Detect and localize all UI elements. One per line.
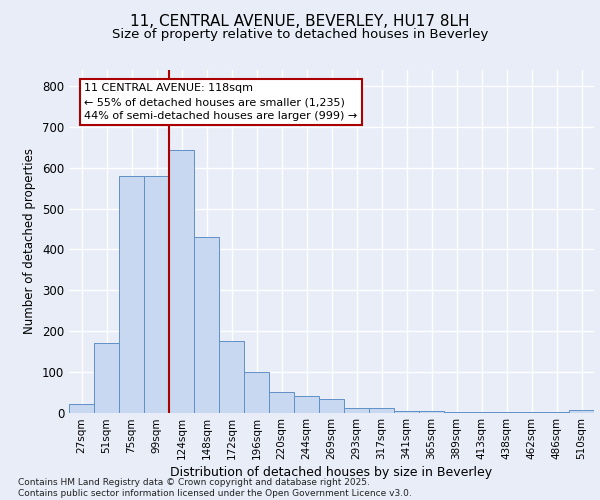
Text: Contains HM Land Registry data © Crown copyright and database right 2025.
Contai: Contains HM Land Registry data © Crown c… bbox=[18, 478, 412, 498]
Bar bbox=[319, 400, 344, 412]
Bar bbox=[94, 343, 119, 412]
Bar bbox=[144, 176, 169, 412]
Text: 11 CENTRAL AVENUE: 118sqm
← 55% of detached houses are smaller (1,235)
44% of se: 11 CENTRAL AVENUE: 118sqm ← 55% of detac… bbox=[85, 83, 358, 121]
X-axis label: Distribution of detached houses by size in Beverley: Distribution of detached houses by size … bbox=[170, 466, 493, 479]
Bar bbox=[119, 176, 144, 412]
Bar bbox=[269, 392, 294, 412]
Bar bbox=[394, 411, 419, 412]
Y-axis label: Number of detached properties: Number of detached properties bbox=[23, 148, 37, 334]
Bar bbox=[569, 410, 594, 412]
Bar bbox=[219, 341, 244, 412]
Bar bbox=[294, 396, 319, 412]
Bar bbox=[244, 372, 269, 412]
Text: 11, CENTRAL AVENUE, BEVERLEY, HU17 8LH: 11, CENTRAL AVENUE, BEVERLEY, HU17 8LH bbox=[130, 14, 470, 29]
Text: Size of property relative to detached houses in Beverley: Size of property relative to detached ho… bbox=[112, 28, 488, 41]
Bar bbox=[194, 237, 219, 412]
Bar bbox=[169, 150, 194, 412]
Bar bbox=[369, 408, 394, 412]
Bar bbox=[69, 404, 94, 412]
Bar bbox=[344, 408, 369, 412]
